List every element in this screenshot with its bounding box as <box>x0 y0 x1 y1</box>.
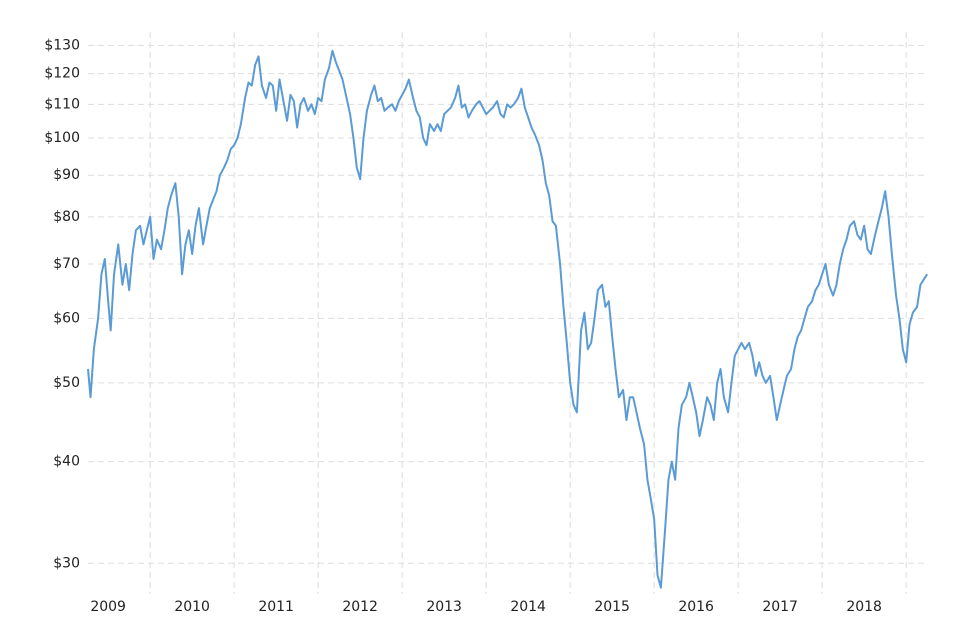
y-tick-label: $70 <box>53 256 80 272</box>
x-tick-label: 2009 <box>90 599 126 615</box>
y-tick-label: $40 <box>53 454 80 470</box>
y-tick-label: $30 <box>53 555 80 571</box>
x-tick-label: 2017 <box>762 599 798 615</box>
y-tick-label: $130 <box>44 37 80 53</box>
y-tick-label: $90 <box>53 167 80 183</box>
y-tick-label: $120 <box>44 66 80 82</box>
x-tick-label: 2015 <box>594 599 630 615</box>
y-tick-label: $100 <box>44 130 80 146</box>
y-tick-label: $60 <box>53 310 80 326</box>
price-line <box>87 49 929 589</box>
x-tick-label: 2013 <box>426 599 462 615</box>
y-tick-label: $50 <box>53 375 80 391</box>
x-tick-label: 2010 <box>174 599 210 615</box>
x-tick-label: 2016 <box>678 599 714 615</box>
y-tick-label: $110 <box>44 96 80 112</box>
y-tick-label: $80 <box>53 209 80 225</box>
x-tick-label: 2018 <box>846 599 882 615</box>
x-tick-label: 2011 <box>258 599 294 615</box>
x-tick-label: 2014 <box>510 599 546 615</box>
x-tick-label: 2012 <box>342 599 378 615</box>
